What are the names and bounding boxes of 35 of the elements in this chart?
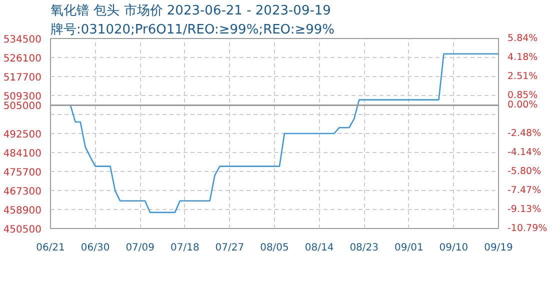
y2-tick-label: -10.79% — [508, 223, 548, 234]
y-tick-label: 467300 — [3, 186, 42, 198]
x-tick-label: 08/23 — [350, 242, 379, 254]
y-tick-label: 534500 — [3, 34, 42, 46]
y2-tick-label: 2.51% — [508, 71, 538, 82]
x-tick-label: 06/30 — [80, 242, 110, 254]
y-tick-label: 517700 — [3, 72, 42, 84]
y2-tick-label: -7.47% — [508, 185, 542, 196]
y-tick-label: 509300 — [3, 92, 42, 102]
x-tick-label: 08/05 — [260, 242, 289, 254]
y2-tick-label: -5.80% — [508, 166, 542, 177]
y-tick-label: 450500 — [3, 224, 42, 236]
y-tick-label: 475700 — [3, 168, 42, 178]
chart-title: 氧化镨 包头 市场价 2023-06-21 - 2023-09-19 — [50, 4, 331, 18]
chart-subtitle: 牌号:031020;Pr6O11/REO:≥99%;REO:≥99% — [50, 22, 334, 38]
y-tick-label: 505000 — [3, 101, 42, 112]
x-tick-label: 07/27 — [215, 242, 244, 254]
y2-tick-label: 0.00% — [508, 100, 538, 111]
y2-tick-label: 0.85% — [508, 90, 538, 102]
y-tick-label: 458900 — [3, 206, 42, 216]
x-tick-label: 07/09 — [126, 242, 155, 254]
y2-tick-label: -4.14% — [508, 147, 542, 158]
y-tick-label: 492500 — [3, 130, 42, 140]
x-tick-label: 09/10 — [439, 242, 468, 254]
y2-tick-label: 5.84% — [508, 33, 538, 44]
x-tick-label: 09/01 — [394, 242, 424, 254]
x-tick-label: 07/18 — [170, 242, 200, 254]
x-tick-label: 09/19 — [484, 242, 513, 254]
y-tick-label: 484100 — [3, 148, 42, 160]
y2-tick-label: -2.48% — [508, 128, 542, 140]
x-tick-label: 08/14 — [304, 242, 334, 254]
y2-tick-label: 4.18% — [508, 52, 538, 63]
y2-tick-label: -9.13% — [508, 204, 542, 216]
y-tick-label: 526100 — [3, 54, 42, 64]
x-tick-label: 06/21 — [36, 242, 65, 254]
